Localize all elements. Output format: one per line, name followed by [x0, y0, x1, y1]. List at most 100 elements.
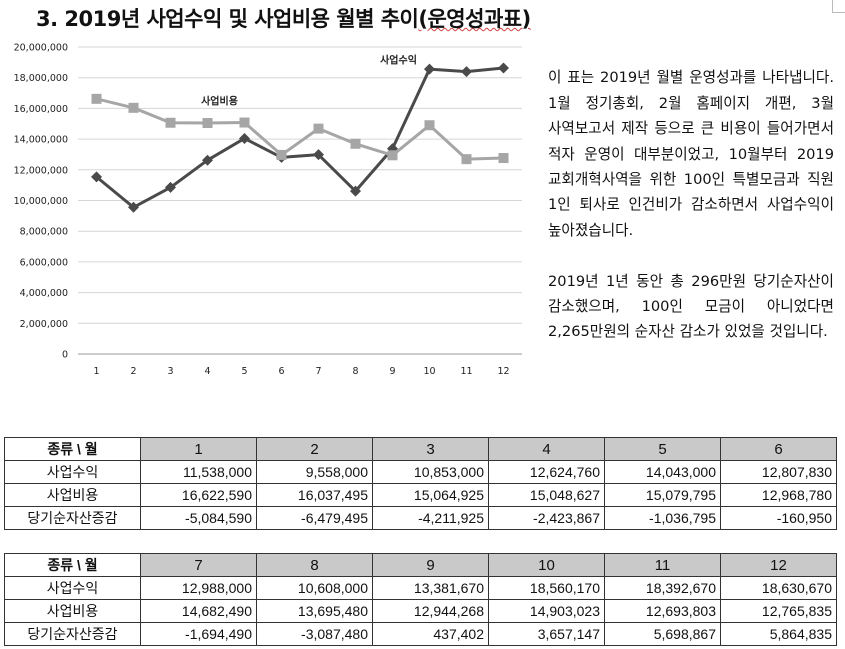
- table-row: 사업비용 14,682,490 13,695,480 12,944,268 14,903…: [4, 599, 837, 623]
- data-point: [424, 63, 435, 75]
- month-header-cell: 6: [720, 437, 837, 461]
- y-tick-label: 14,000,000: [14, 135, 68, 146]
- monthly-table-jul-dec: 종류 \ 월 7 8 9 10 11 12 사업수익 12,988,000 10,608,000 1…: [4, 553, 837, 646]
- value-cell: 12,988,000: [140, 576, 257, 600]
- value-cell: 14,682,490: [140, 599, 257, 623]
- data-point: [498, 62, 509, 74]
- value-cell: 12,693,803: [604, 599, 721, 623]
- value-cell: 437,402: [372, 622, 489, 646]
- data-point: [239, 132, 250, 144]
- value-cell: 18,630,670: [720, 576, 837, 600]
- value-cell: 15,064,925: [372, 483, 489, 507]
- value-cell: -2,423,867: [488, 506, 605, 530]
- table-row: 사업수익 11,538,000 9,558,000 10,853,000 12,624,…: [4, 460, 837, 484]
- month-header-cell: 10: [488, 553, 605, 577]
- month-header-cell: 4: [488, 437, 605, 461]
- data-point: [424, 120, 435, 131]
- row-label-cell: 사업수익: [4, 576, 141, 600]
- x-tick-label: 5: [241, 366, 247, 377]
- value-cell: -1,694,490: [140, 622, 257, 646]
- table-row: 당기순자산증감 -5,084,590 -6,479,495 -4,211,925 -2,…: [4, 506, 837, 530]
- x-tick-label: 4: [204, 366, 210, 377]
- row-label-cell: 당기순자산증감: [4, 506, 141, 530]
- y-tick-label: 8,000,000: [20, 227, 68, 238]
- y-tick-label: 2,000,000: [20, 319, 68, 330]
- x-tick-label: 2: [130, 366, 136, 377]
- data-point: [165, 181, 176, 193]
- month-header-cell: 1: [140, 437, 257, 461]
- data-point: [350, 138, 361, 149]
- description-paragraph-1: 이 표는 2019년 월별 운영성과를 나타냅니다. 1월 정기총회, 2월 홈…: [548, 69, 834, 239]
- monthly-table-jan-jun: 종류 \ 월 1 2 3 4 5 6 사업수익 11,538,000 9,558,000 10,85…: [4, 437, 837, 530]
- data-point: [202, 154, 213, 166]
- value-cell: 14,903,023: [488, 599, 605, 623]
- month-header-cell: 3: [372, 437, 489, 461]
- month-header-cell: 11: [604, 553, 721, 577]
- value-cell: -4,211,925: [372, 506, 489, 530]
- data-point: [313, 123, 324, 134]
- x-tick-label: 11: [460, 366, 472, 377]
- month-header-cell: 8: [256, 553, 373, 577]
- y-tick-label: 18,000,000: [14, 73, 68, 84]
- month-header-cell: 12: [720, 553, 837, 577]
- description-text: 이 표는 2019년 월별 운영성과를 나타냅니다. 1월 정기총회, 2월 홈…: [548, 40, 834, 370]
- value-cell: 10,608,000: [256, 576, 373, 600]
- data-point: [91, 93, 102, 104]
- value-cell: 15,048,627: [488, 483, 605, 507]
- y-tick-label: 20,000,000: [14, 43, 68, 54]
- month-header-cell: 2: [256, 437, 373, 461]
- data-point: [91, 171, 102, 183]
- data-point: [239, 117, 250, 128]
- value-cell: 12,807,830: [720, 460, 837, 484]
- data-point: [387, 150, 398, 161]
- value-cell: 16,622,590: [140, 483, 257, 507]
- month-header-cell: 9: [372, 553, 489, 577]
- value-cell: 12,765,835: [720, 599, 837, 623]
- monthly-revenue-expense-chart: 0 2,000,000 4,000,000 6,000,000 8,000,000 10,…: [14, 43, 522, 377]
- data-point: [313, 149, 324, 161]
- header-corner-cell: 종류 \ 월: [4, 437, 141, 461]
- value-cell: 13,695,480: [256, 599, 373, 623]
- table-row: 사업수익 12,988,000 10,608,000 13,381,670 18,560…: [4, 576, 837, 600]
- row-label-cell: 당기순자산증감: [4, 622, 141, 646]
- x-tick-label: 3: [167, 366, 173, 377]
- value-cell: -3,087,480: [256, 622, 373, 646]
- value-cell: 14,043,000: [604, 460, 721, 484]
- value-cell: 15,079,795: [604, 483, 721, 507]
- x-tick-label: 6: [278, 366, 284, 377]
- description-paragraph-2: 2019년 1년 동안 총 296만원 당기순자산이 감소했으며, 100인 모…: [548, 272, 834, 341]
- value-cell: 13,381,670: [372, 576, 489, 600]
- data-point: [461, 154, 472, 165]
- value-cell: 10,853,000: [372, 460, 489, 484]
- value-cell: 16,037,495: [256, 483, 373, 507]
- month-header-cell: 5: [604, 437, 721, 461]
- value-cell: -5,084,590: [140, 506, 257, 530]
- heading-suffix: (운영성과표): [418, 7, 531, 31]
- value-cell: 12,968,780: [720, 483, 837, 507]
- y-tick-label: 4,000,000: [20, 288, 68, 299]
- value-cell: 18,392,670: [604, 576, 721, 600]
- series-label: 사업수익: [380, 53, 417, 66]
- data-point: [461, 66, 472, 78]
- value-cell: -160,950: [720, 506, 837, 530]
- series-line: [96, 97, 504, 161]
- value-cell: 12,944,268: [372, 599, 489, 623]
- x-tick-label: 12: [497, 366, 509, 377]
- value-cell: 11,538,000: [140, 460, 257, 484]
- x-tick-label: 8: [352, 366, 358, 377]
- series-label: 사업비용: [201, 95, 238, 108]
- value-cell: 5,698,867: [604, 622, 721, 646]
- y-tick-label: 12,000,000: [14, 165, 68, 176]
- y-tick-label: 0: [62, 350, 68, 361]
- row-label-cell: 사업비용: [4, 599, 141, 623]
- y-tick-label: 16,000,000: [14, 104, 68, 115]
- data-point: [498, 153, 509, 164]
- heading-main: 3. 2019년 사업수익 및 사업비용 월별 추이: [36, 7, 419, 31]
- value-cell: -6,479,495: [256, 506, 373, 530]
- y-tick-label: 10,000,000: [14, 196, 68, 207]
- section-heading: 3. 2019년 사업수익 및 사업비용 월별 추이(운영성과표): [36, 3, 531, 33]
- x-tick-label: 10: [423, 366, 435, 377]
- row-label-cell: 사업비용: [4, 483, 141, 507]
- y-tick-label: 6,000,000: [20, 257, 68, 268]
- data-point: [202, 118, 213, 129]
